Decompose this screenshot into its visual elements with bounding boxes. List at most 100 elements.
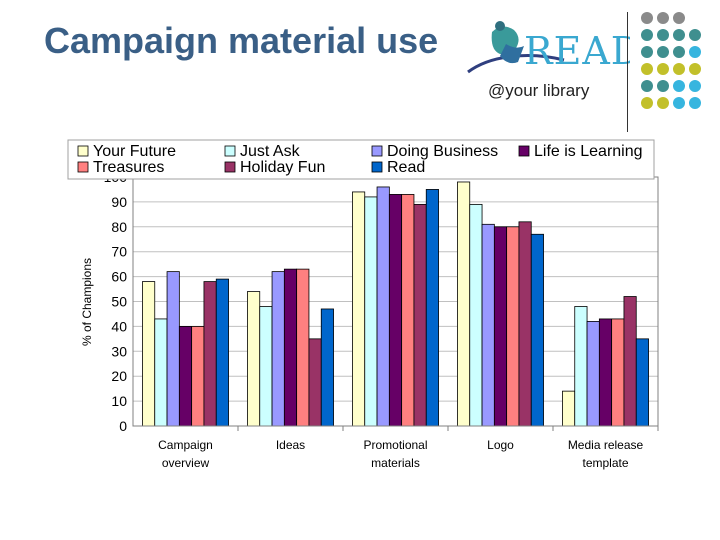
bar bbox=[178, 325, 193, 427]
bar bbox=[320, 308, 334, 427]
bar bbox=[376, 186, 390, 427]
decorative-dot bbox=[689, 63, 701, 75]
decorative-dot bbox=[657, 46, 669, 58]
y-tick-label: 80 bbox=[111, 219, 127, 235]
legend-label: Treasures bbox=[93, 159, 164, 176]
bar bbox=[469, 203, 483, 427]
x-tick-label: Media release bbox=[568, 438, 644, 452]
bar bbox=[215, 278, 229, 427]
logo-figure-body bbox=[500, 44, 524, 64]
legend-label: Read bbox=[387, 159, 425, 176]
bar bbox=[203, 281, 217, 427]
bar bbox=[635, 338, 649, 427]
chart-legend: Your Future Just Ask Doing Business Life is… bbox=[67, 139, 655, 180]
bar bbox=[425, 189, 439, 427]
bar bbox=[530, 233, 544, 427]
x-tick-labels: Campaign overview Ideas Promotional material… bbox=[158, 438, 643, 470]
decorative-dot bbox=[641, 12, 653, 24]
decorative-dot bbox=[641, 80, 653, 92]
y-tick-label: 40 bbox=[111, 318, 127, 334]
decorative-dot bbox=[673, 46, 685, 58]
bar bbox=[166, 271, 180, 427]
bar bbox=[247, 291, 261, 427]
bar bbox=[271, 271, 285, 427]
bar bbox=[413, 203, 427, 427]
legend-swatch bbox=[518, 145, 530, 157]
x-tick-label: template bbox=[582, 456, 628, 470]
decorative-dot bbox=[657, 29, 669, 41]
bar bbox=[142, 281, 156, 427]
bar bbox=[574, 306, 588, 427]
read-logo: READ @your library bbox=[467, 21, 630, 100]
decorative-dot bbox=[657, 63, 669, 75]
legend-swatch bbox=[371, 161, 383, 173]
bar bbox=[481, 223, 495, 427]
bar bbox=[154, 318, 168, 427]
decorative-dot bbox=[641, 63, 653, 75]
divider-line bbox=[627, 12, 628, 132]
x-tick-label: Logo bbox=[487, 438, 514, 452]
bar bbox=[388, 194, 403, 427]
bar bbox=[283, 268, 298, 427]
decorative-dot bbox=[657, 80, 669, 92]
bar bbox=[598, 318, 613, 427]
bar bbox=[506, 226, 520, 427]
legend-label: Your Future bbox=[93, 143, 176, 160]
x-tick-label: Ideas bbox=[276, 438, 305, 452]
legend-swatch bbox=[371, 145, 383, 157]
decorative-dot bbox=[689, 29, 701, 41]
legend-swatch bbox=[77, 145, 89, 157]
chart-bars bbox=[142, 181, 649, 427]
bar bbox=[562, 390, 576, 427]
decorative-dot bbox=[689, 97, 701, 109]
bar bbox=[586, 321, 600, 427]
y-tick-label: 30 bbox=[111, 343, 127, 359]
decorative-dot bbox=[673, 12, 685, 24]
bar bbox=[518, 221, 532, 427]
x-tick-label: Promotional bbox=[363, 438, 427, 452]
decorative-dot bbox=[689, 80, 701, 92]
legend-label: Holiday Fun bbox=[240, 159, 325, 176]
bar bbox=[457, 181, 471, 427]
x-tick-label: overview bbox=[162, 456, 210, 470]
legend-box bbox=[67, 139, 655, 180]
decorative-dot-grid bbox=[641, 12, 701, 109]
logo-figure-head bbox=[495, 21, 505, 31]
bar bbox=[401, 194, 415, 427]
decorative-dot bbox=[657, 97, 669, 109]
y-axis-label: % of Champions bbox=[80, 258, 94, 346]
y-tick-label: 90 bbox=[111, 194, 127, 210]
x-tick-label: Campaign bbox=[158, 438, 213, 452]
y-tick-labels: 0102030405060708090100 bbox=[104, 169, 128, 434]
y-tick-label: 0 bbox=[119, 418, 127, 434]
legend-label: Life is Learning bbox=[534, 143, 643, 160]
legend-swatch bbox=[77, 161, 89, 173]
decorative-dot bbox=[657, 12, 669, 24]
bar bbox=[493, 226, 508, 427]
y-tick-label: 20 bbox=[111, 368, 127, 384]
decorative-dot bbox=[673, 29, 685, 41]
bar bbox=[308, 338, 322, 427]
bar bbox=[259, 306, 273, 427]
bar-chart: 0102030405060708090100 CampaignoverviewI… bbox=[67, 139, 659, 470]
bar bbox=[191, 325, 205, 427]
logo-word: READ bbox=[524, 29, 630, 73]
legend-swatch bbox=[224, 145, 236, 157]
decorative-dot bbox=[673, 97, 685, 109]
slide-title: Campaign material use bbox=[44, 20, 439, 61]
bar bbox=[296, 268, 310, 427]
decorative-dot bbox=[641, 29, 653, 41]
x-tick-label: materials bbox=[371, 456, 420, 470]
y-tick-label: 10 bbox=[111, 393, 127, 409]
decorative-dot bbox=[641, 46, 653, 58]
legend-label: Doing Business bbox=[387, 143, 498, 160]
y-tick-label: 50 bbox=[111, 294, 127, 310]
decorative-dot bbox=[641, 97, 653, 109]
y-tick-label: 70 bbox=[111, 244, 127, 260]
bar bbox=[623, 296, 637, 427]
bar bbox=[352, 191, 366, 427]
legend-swatch bbox=[224, 161, 236, 173]
decorative-dot bbox=[673, 63, 685, 75]
y-tick-label: 60 bbox=[111, 269, 127, 285]
decorative-dot bbox=[673, 80, 685, 92]
